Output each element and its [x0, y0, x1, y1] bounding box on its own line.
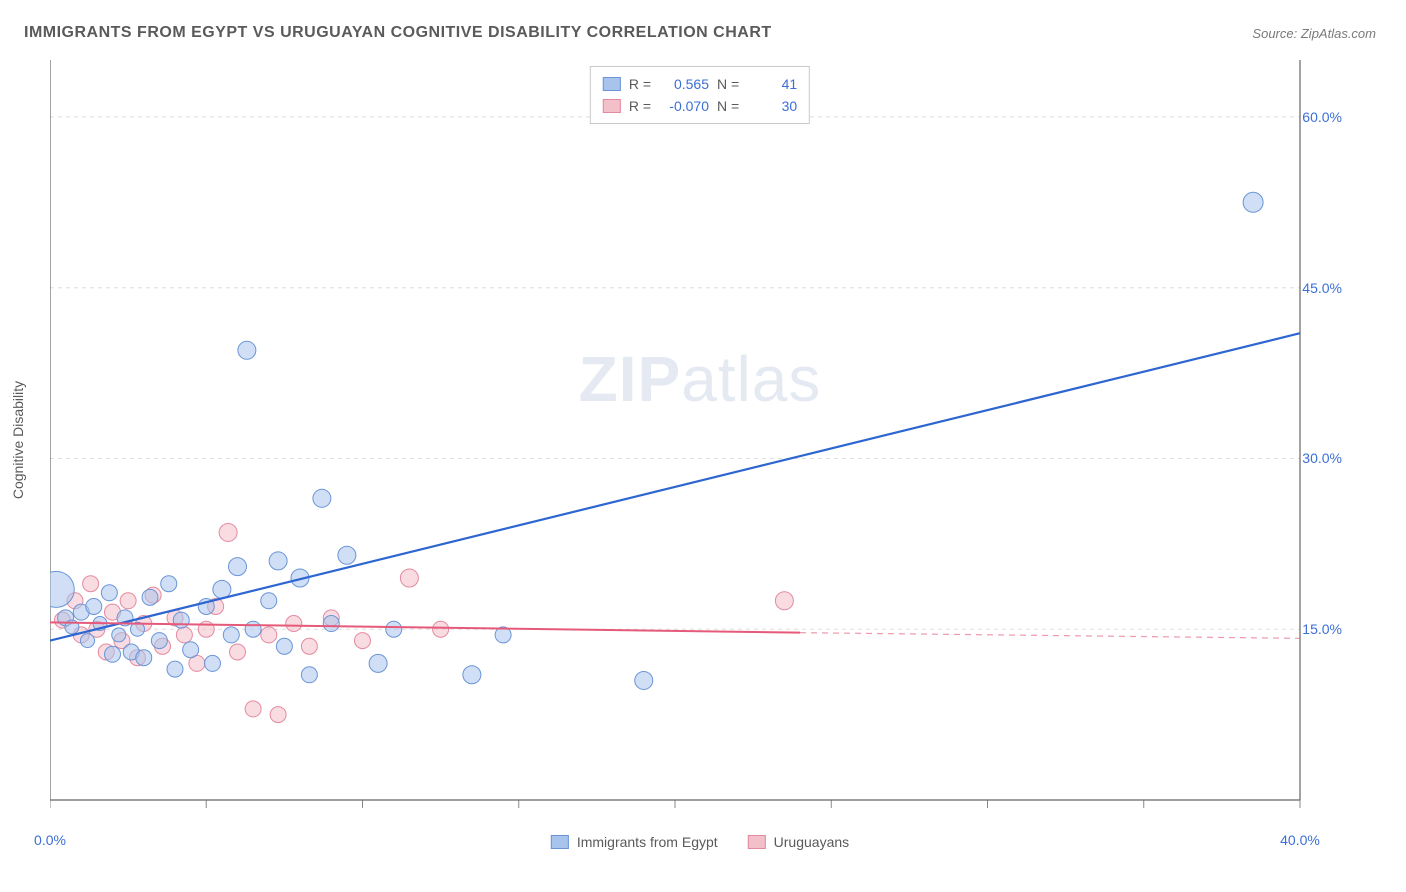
- stats-legend-box: R = 0.565 N = 41 R = -0.070 N = 30: [590, 66, 810, 124]
- legend-label-uruguay: Uruguayans: [774, 834, 850, 850]
- r-label: R =: [629, 95, 651, 117]
- y-tick-label: 45.0%: [1302, 280, 1342, 296]
- y-axis-label: Cognitive Disability: [10, 381, 26, 499]
- egypt-r-value: 0.565: [659, 73, 709, 95]
- chart-area: Cognitive Disability ZIPatlas R = 0.565 …: [50, 60, 1350, 820]
- source-value: ZipAtlas.com: [1301, 26, 1376, 41]
- n-label: N =: [717, 95, 739, 117]
- swatch-egypt: [603, 77, 621, 91]
- x-tick-label: 0.0%: [34, 832, 66, 848]
- x-tick-label: 40.0%: [1280, 832, 1320, 848]
- legend-item-uruguay: Uruguayans: [748, 834, 850, 850]
- stats-row-uruguay: R = -0.070 N = 30: [603, 95, 797, 117]
- scatter-plot: [50, 60, 1350, 820]
- stats-row-egypt: R = 0.565 N = 41: [603, 73, 797, 95]
- n-label: N =: [717, 73, 739, 95]
- y-tick-label: 30.0%: [1302, 450, 1342, 466]
- chart-title: IMMIGRANTS FROM EGYPT VS URUGUAYAN COGNI…: [24, 24, 772, 42]
- swatch-uruguay: [748, 835, 766, 849]
- r-label: R =: [629, 73, 651, 95]
- source-label: Source:: [1252, 26, 1297, 41]
- uruguay-r-value: -0.070: [659, 95, 709, 117]
- y-tick-label: 60.0%: [1302, 109, 1342, 125]
- swatch-uruguay: [603, 99, 621, 113]
- bottom-legend: Immigrants from Egypt Uruguayans: [551, 834, 849, 850]
- source-attribution: Source: ZipAtlas.com: [1252, 26, 1376, 41]
- uruguay-n-value: 30: [747, 95, 797, 117]
- y-tick-label: 15.0%: [1302, 621, 1342, 637]
- legend-label-egypt: Immigrants from Egypt: [577, 834, 718, 850]
- legend-item-egypt: Immigrants from Egypt: [551, 834, 718, 850]
- egypt-n-value: 41: [747, 73, 797, 95]
- swatch-egypt: [551, 835, 569, 849]
